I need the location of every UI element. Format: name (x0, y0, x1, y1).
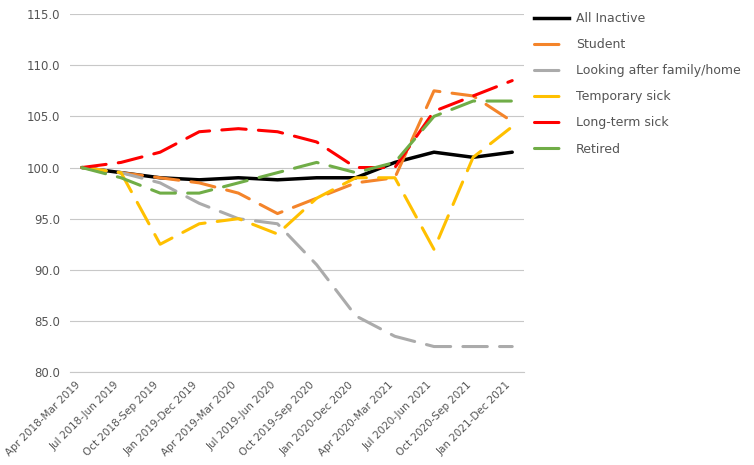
Legend: All Inactive, Student, Looking after family/home, Temporary sick, Long-term sick: All Inactive, Student, Looking after fam… (529, 7, 746, 160)
